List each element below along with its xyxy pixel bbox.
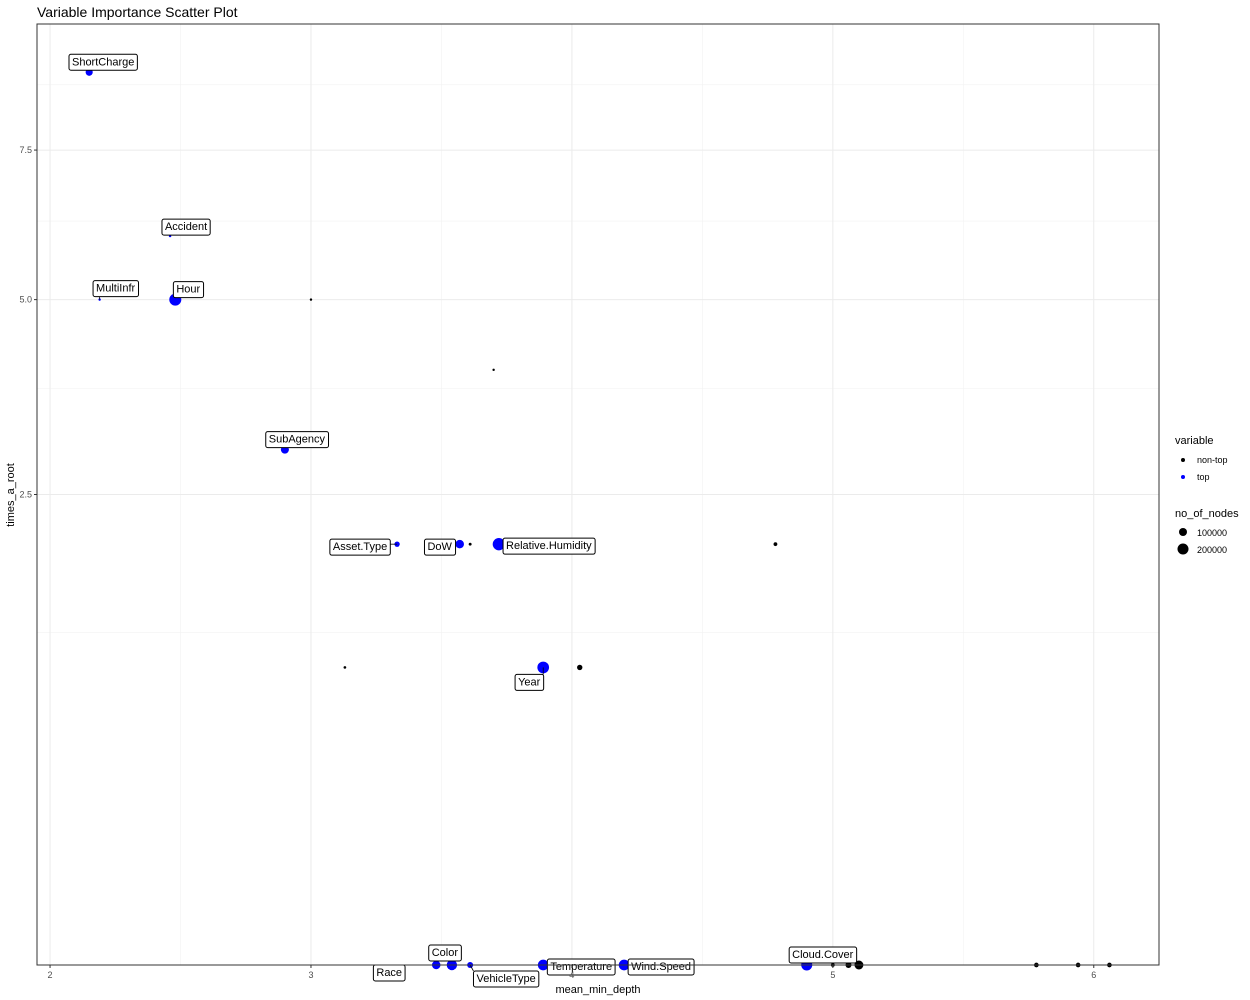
- point-label-box: [546, 958, 616, 976]
- x-tick-label: 2: [48, 970, 53, 980]
- x-tick-label: 5: [830, 970, 835, 980]
- legend-color-title: variable: [1175, 435, 1214, 447]
- point-label-cloud-cover: Cloud.Cover: [788, 946, 858, 964]
- y-tick-label: 2.5: [19, 490, 32, 500]
- point-label-multiinfr: MultiInfr: [92, 280, 140, 300]
- data-point: [492, 368, 495, 372]
- data-point: [577, 664, 583, 671]
- point-label-box: [172, 281, 205, 299]
- data-point: [455, 539, 464, 549]
- point-label-text: Race: [376, 967, 402, 979]
- point-label-text: Asset.Type: [333, 541, 387, 553]
- legend-label-100000: 100000: [1197, 528, 1227, 538]
- point-label-text: Cloud.Cover: [792, 949, 853, 961]
- point-label-box: [788, 946, 858, 964]
- point-label-box: [161, 218, 211, 236]
- y-tick-label: 7.5: [19, 145, 32, 155]
- point-label-box: [92, 280, 140, 298]
- point-label-text: DoW: [427, 541, 452, 553]
- legend-key-top: [1181, 475, 1185, 479]
- grid-lines: [37, 24, 1159, 965]
- point-label-text: Accident: [165, 221, 207, 233]
- data-point: [343, 666, 347, 669]
- point-label-dow: DoW: [423, 538, 457, 556]
- legend-key-non-top: [1181, 458, 1185, 462]
- point-label-box: [329, 538, 391, 556]
- x-axis-title: mean_min_depth: [555, 984, 640, 996]
- y-tick-label: 5.0: [19, 295, 32, 305]
- data-point: [773, 542, 778, 547]
- data-point: [492, 538, 505, 551]
- point-label-box: [423, 538, 457, 556]
- point-label-box: [514, 673, 545, 691]
- point-label-text: ShortCharge: [72, 56, 134, 68]
- point-label-box: [472, 970, 540, 988]
- point-label-color: Color: [428, 944, 462, 962]
- point-label-box: [428, 944, 462, 962]
- point-label-text: Year: [518, 676, 541, 688]
- point-label-wind-speed: Wind.Speed: [627, 958, 695, 976]
- legend-label-200000: 200000: [1197, 545, 1227, 555]
- x-tick-label: 4: [569, 970, 574, 980]
- legend-size-title: no_of_nodes: [1175, 508, 1239, 520]
- legend-key-200000: [1177, 543, 1189, 555]
- point-label-race: Race: [372, 964, 437, 982]
- legend: variable non-top top no_of_nodes 100000 …: [1175, 435, 1239, 555]
- x-tick-label: 6: [1091, 970, 1096, 980]
- point-label-temperature: Temperature: [546, 958, 616, 976]
- point-label-text: Wind.Speed: [631, 961, 691, 973]
- point-label-text: Color: [432, 947, 459, 959]
- point-label-subagency: SubAgency: [265, 431, 330, 449]
- data-point: [309, 298, 313, 301]
- point-label-leader: [469, 964, 474, 972]
- point-label-vehicletype: VehicleType: [469, 964, 540, 988]
- point-label-text: Hour: [176, 284, 200, 296]
- point-label-box: [502, 537, 596, 555]
- legend-label-non-top: non-top: [1197, 455, 1228, 465]
- point-label-text: MultiInfr: [96, 283, 135, 295]
- x-tick-label: 3: [308, 970, 313, 980]
- legend-label-top: top: [1197, 472, 1210, 482]
- point-label-accident: Accident: [161, 218, 211, 236]
- chart-title: Variable Importance Scatter Plot: [37, 4, 238, 20]
- point-label-text: Temperature: [550, 961, 612, 973]
- point-label-box: [627, 958, 695, 976]
- data-point: [468, 542, 472, 546]
- y-axis-title: times_a_root: [5, 463, 17, 527]
- point-label-hour: Hour: [172, 281, 205, 299]
- point-label-asset-type: Asset.Type: [329, 538, 398, 556]
- point-label-box: [68, 53, 138, 71]
- point-label-text: VehicleType: [476, 973, 535, 985]
- point-label-box: [265, 431, 330, 449]
- axis-ticks: 2 3 4 5 6 2.5 5.0 7.5: [19, 145, 1096, 980]
- point-label-text: SubAgency: [269, 434, 326, 446]
- point-label-shortcharge: ShortCharge: [68, 53, 138, 71]
- point-label-relative-humidity: Relative.Humidity: [502, 537, 596, 555]
- legend-key-100000: [1179, 528, 1187, 536]
- point-labels: ShortCharge Accident MultiInfr Hour SubAgenc…: [68, 53, 858, 988]
- point-label-text: Relative.Humidity: [506, 540, 592, 552]
- point-label-year: Year: [514, 667, 545, 691]
